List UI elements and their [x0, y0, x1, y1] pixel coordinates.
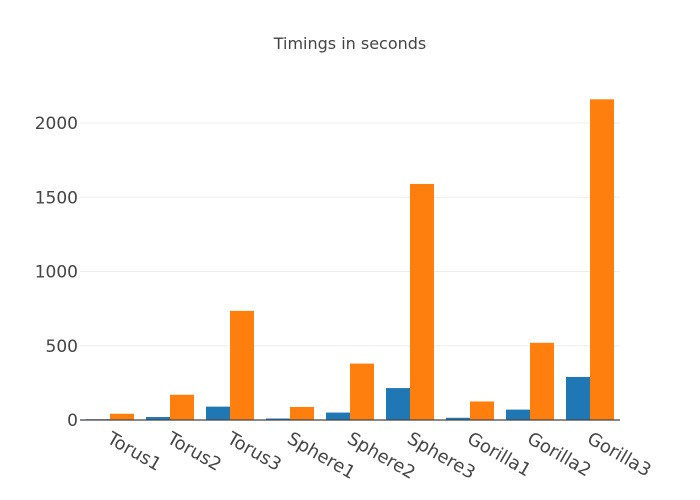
y-tick-label: 1000 — [35, 263, 78, 283]
blue-bar-gorilla1 — [446, 417, 470, 420]
orange-bar-torus1 — [110, 413, 134, 420]
orange-bar-sphere3 — [410, 183, 434, 420]
orange-bar-sphere2 — [350, 363, 374, 420]
x-tick-label-sphere2: Sphere2 — [344, 428, 419, 484]
y-gridlines — [80, 122, 620, 347]
blue-bar-sphere1 — [266, 418, 290, 420]
y-tick-label: 1500 — [35, 188, 78, 208]
y-axis-ticks: 0 500 1000 1500 2000 — [35, 114, 78, 431]
x-tick-label-gorilla3: Gorilla3 — [584, 428, 655, 481]
y-tick-label: 2000 — [35, 114, 78, 134]
blue-bar-torus2 — [146, 417, 170, 420]
orange-bar-sphere1 — [290, 406, 314, 420]
blue-bar-sphere2 — [326, 412, 350, 420]
x-tick-label-gorilla2: Gorilla2 — [524, 428, 595, 481]
x-tick-label-sphere1: Sphere1 — [284, 428, 359, 484]
blue-bar-sphere3 — [386, 388, 410, 420]
x-tick-label-torus3: Torus3 — [223, 428, 285, 476]
orange-bar-gorilla1 — [470, 401, 494, 420]
orange-bar-gorilla2 — [530, 342, 554, 420]
orange-bar-torus3 — [230, 310, 254, 420]
y-tick-label: 500 — [46, 337, 78, 357]
bar-series-group — [86, 99, 614, 421]
chart-title: Timings in seconds — [273, 34, 427, 53]
x-tick-label-torus1: Torus1 — [103, 428, 165, 476]
blue-bar-torus3 — [206, 406, 230, 420]
orange-bar-gorilla3 — [590, 99, 614, 421]
x-tick-label-torus2: Torus2 — [163, 428, 225, 476]
x-tick-label-sphere3: Sphere3 — [404, 428, 479, 484]
y-tick-label: 0 — [67, 411, 78, 431]
orange-bar-torus2 — [170, 394, 194, 420]
blue-bar-gorilla2 — [506, 409, 530, 420]
blue-bar-gorilla3 — [566, 376, 590, 420]
